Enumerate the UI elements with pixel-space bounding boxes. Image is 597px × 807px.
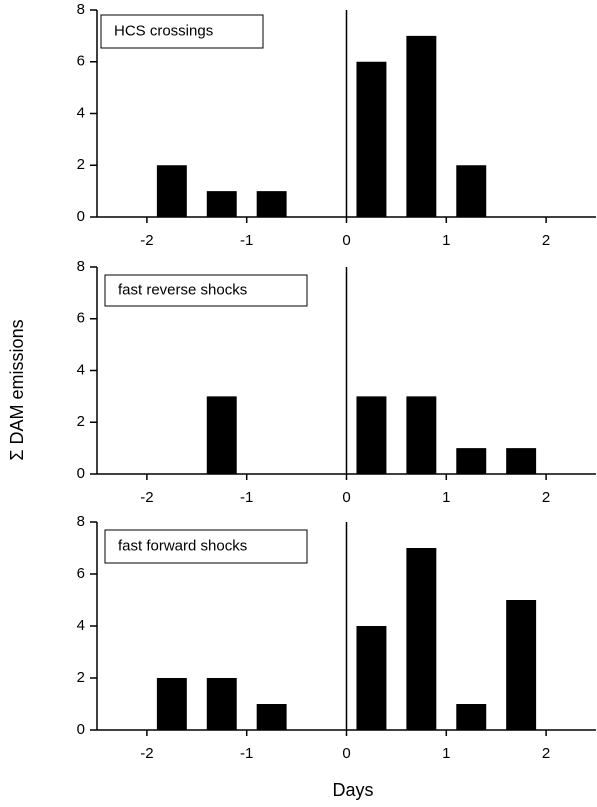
bar xyxy=(356,61,387,217)
x-tick-label: 0 xyxy=(342,232,350,249)
y-tick-label: 0 xyxy=(77,465,85,482)
y-tick-label: 6 xyxy=(77,53,85,70)
y-tick-label: 4 xyxy=(77,104,85,121)
x-tick-label: -1 xyxy=(240,489,253,506)
x-tick-label: -1 xyxy=(240,745,253,762)
x-tick-label: 2 xyxy=(542,745,550,762)
y-tick-label: 2 xyxy=(77,156,85,173)
bar xyxy=(206,191,237,217)
y-tick-label: 0 xyxy=(77,721,85,738)
y-tick-label: 0 xyxy=(77,208,85,225)
bar xyxy=(156,165,187,217)
x-tick-label: -1 xyxy=(240,232,253,249)
x-tick-label: 2 xyxy=(542,232,550,249)
annotation: fast forward shocks xyxy=(118,537,247,554)
y-tick-label: 4 xyxy=(77,361,85,378)
x-tick-label: 1 xyxy=(442,232,450,249)
y-tick-label: 6 xyxy=(77,310,85,327)
bar xyxy=(406,548,437,730)
x-tick-label: 1 xyxy=(442,489,450,506)
x-tick-label: 0 xyxy=(342,745,350,762)
y-tick-label: 2 xyxy=(77,413,85,430)
bar xyxy=(506,600,537,730)
y-tick-label: 8 xyxy=(77,513,85,530)
y-axis-label: Σ DAM emissions xyxy=(7,319,27,460)
annotation: fast reverse shocks xyxy=(118,281,247,298)
bar xyxy=(356,396,387,474)
bar xyxy=(206,396,237,474)
bar xyxy=(256,704,287,730)
y-tick-label: 8 xyxy=(77,1,85,18)
y-tick-label: 2 xyxy=(77,669,85,686)
x-tick-label: -2 xyxy=(140,745,153,762)
bar xyxy=(506,448,537,474)
y-tick-label: 4 xyxy=(77,617,85,634)
bar xyxy=(456,448,487,474)
x-tick-label: 1 xyxy=(442,745,450,762)
x-tick-label: 0 xyxy=(342,489,350,506)
y-tick-label: 8 xyxy=(77,258,85,275)
annotation-box xyxy=(104,529,308,564)
x-tick-label: 2 xyxy=(542,489,550,506)
bar xyxy=(206,678,237,730)
annotation: HCS crossings xyxy=(114,22,213,39)
bar xyxy=(356,626,387,730)
annotation-box xyxy=(104,274,308,307)
bar xyxy=(456,165,487,217)
x-tick-label: -2 xyxy=(140,232,153,249)
annotation-box xyxy=(100,14,264,49)
bar xyxy=(156,678,187,730)
bar xyxy=(256,191,287,217)
bar xyxy=(456,704,487,730)
bar xyxy=(406,35,437,217)
x-tick-label: -2 xyxy=(140,489,153,506)
bar xyxy=(406,396,437,474)
x-axis-label: Days xyxy=(332,780,373,800)
y-tick-label: 6 xyxy=(77,565,85,582)
